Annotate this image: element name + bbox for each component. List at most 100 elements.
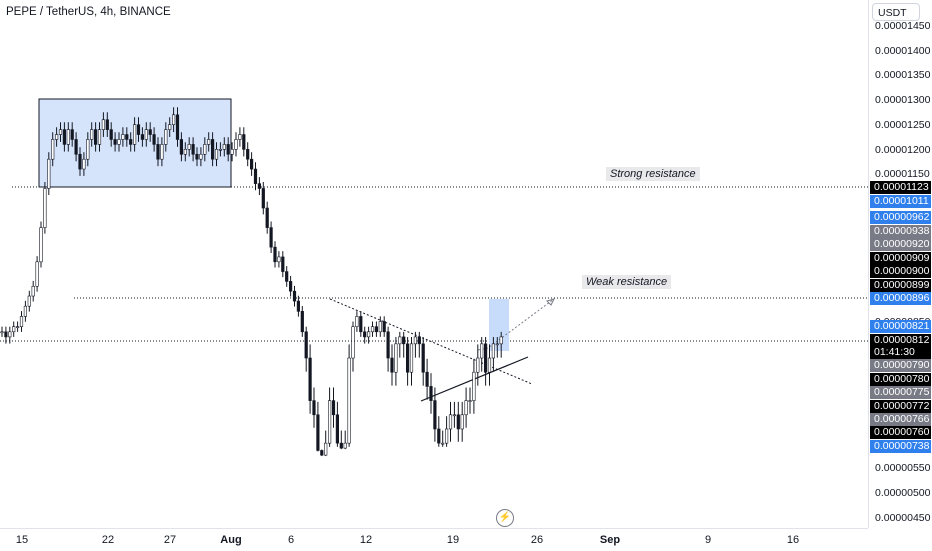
candle-body bbox=[226, 144, 230, 155]
candle-body bbox=[82, 158, 86, 170]
candle-body bbox=[355, 316, 359, 327]
candle-body bbox=[499, 336, 503, 345]
candle-body bbox=[304, 331, 308, 359]
candle-body bbox=[421, 343, 425, 373]
x-tick-label: 22 bbox=[101, 534, 115, 546]
time-axis[interactable] bbox=[0, 528, 868, 551]
candle-body bbox=[191, 144, 195, 155]
candle-body bbox=[125, 134, 129, 140]
candle-body bbox=[234, 139, 238, 150]
candle-body bbox=[327, 400, 332, 444]
candle-body bbox=[160, 144, 164, 160]
candle-body bbox=[441, 442, 445, 445]
candle-body bbox=[4, 331, 8, 338]
candle-body bbox=[487, 357, 492, 373]
candle-body bbox=[140, 134, 145, 140]
candle-body bbox=[300, 311, 304, 333]
currency-selector[interactable]: USDT bbox=[872, 3, 920, 21]
candle-body bbox=[269, 227, 273, 248]
candle-body bbox=[320, 450, 324, 456]
candle-body bbox=[448, 414, 453, 430]
candle-body bbox=[199, 153, 203, 160]
y-tick-label: 0.00001250 bbox=[875, 119, 931, 131]
price-badge: 0.00000790 bbox=[870, 358, 931, 372]
candle-body bbox=[476, 357, 480, 373]
price-badge: 0.00000962 bbox=[870, 210, 931, 224]
candle-body bbox=[58, 129, 63, 135]
y-tick-label: 0.00001300 bbox=[875, 94, 931, 106]
x-tick-label: 16 bbox=[786, 534, 800, 546]
candle-body bbox=[148, 129, 152, 135]
candle-body bbox=[113, 139, 117, 145]
candle-body bbox=[242, 134, 246, 150]
candle-body bbox=[277, 256, 281, 263]
candle-body bbox=[296, 300, 301, 312]
candle-body bbox=[136, 124, 141, 135]
candle-body bbox=[394, 343, 398, 373]
price-badge: 0.00000775 bbox=[870, 385, 931, 399]
candle-body bbox=[222, 144, 226, 150]
price-chart[interactable] bbox=[0, 0, 868, 528]
candle-body bbox=[437, 428, 441, 444]
candle-body bbox=[402, 336, 406, 345]
price-badge: 0.00001011 bbox=[870, 194, 931, 208]
candle-body bbox=[168, 124, 172, 130]
candle-body bbox=[203, 144, 207, 155]
candle-body bbox=[366, 331, 371, 338]
candle-body bbox=[183, 149, 187, 155]
price-badge: 0.00000920 bbox=[870, 237, 931, 251]
projection-arrow[interactable] bbox=[477, 298, 555, 351]
y-tick-label: 0.00001450 bbox=[875, 20, 931, 32]
candle-body bbox=[97, 129, 102, 145]
candle-body bbox=[164, 129, 168, 145]
candle-body bbox=[238, 134, 242, 140]
lightning-icon[interactable]: ⚡ bbox=[496, 509, 514, 527]
price-badge: 0.00000909 bbox=[870, 251, 931, 265]
target-box[interactable] bbox=[489, 299, 509, 351]
candle-body bbox=[172, 114, 176, 125]
candle-body bbox=[390, 357, 394, 373]
candle-body bbox=[27, 295, 31, 307]
candle-body bbox=[31, 285, 35, 297]
candle-body bbox=[175, 114, 180, 140]
weak-resistance-label[interactable]: Weak resistance bbox=[582, 275, 672, 289]
candle-body bbox=[43, 188, 47, 228]
y-tick-label: 0.00001200 bbox=[875, 144, 931, 156]
x-tick-label: Aug bbox=[220, 534, 242, 546]
candle-body bbox=[343, 442, 347, 449]
candle-body bbox=[444, 428, 449, 444]
candle-body bbox=[94, 129, 98, 145]
candle-body bbox=[285, 271, 289, 282]
candle-body bbox=[62, 129, 66, 145]
y-tick-label: 0.00000500 bbox=[875, 487, 931, 499]
candle-body bbox=[382, 321, 386, 333]
y-tick-label: 0.00001350 bbox=[875, 69, 931, 81]
price-badge: 0.00000900 bbox=[870, 264, 931, 278]
candle-body bbox=[460, 414, 464, 430]
candle-body bbox=[121, 134, 125, 140]
price-badge: 0.00000780 bbox=[870, 372, 931, 386]
candle-body bbox=[230, 149, 234, 155]
candle-body bbox=[405, 343, 410, 373]
candle-body bbox=[273, 246, 277, 263]
candle-body bbox=[133, 124, 137, 145]
descending-trendline[interactable] bbox=[329, 298, 533, 385]
price-badge: 0.00000938 bbox=[870, 224, 931, 238]
candle-body bbox=[331, 400, 336, 416]
y-tick-label: 0.00001400 bbox=[875, 45, 931, 57]
x-tick-label: Sep bbox=[599, 534, 621, 546]
candle-body bbox=[281, 256, 285, 272]
candle-body bbox=[51, 139, 55, 160]
candle-body bbox=[472, 371, 476, 401]
candle-body bbox=[35, 261, 39, 287]
price-badge: 0.00000760 bbox=[870, 425, 931, 439]
candle-body bbox=[0, 331, 4, 334]
price-badge: 0.00001123 bbox=[870, 180, 931, 194]
strong-resistance-label[interactable]: Strong resistance bbox=[606, 167, 700, 181]
candle-body bbox=[374, 326, 379, 333]
candle-body bbox=[468, 400, 472, 402]
candle-body bbox=[347, 357, 351, 444]
candle-body bbox=[312, 400, 316, 416]
candle-body bbox=[74, 139, 78, 155]
candle-body bbox=[218, 149, 223, 151]
